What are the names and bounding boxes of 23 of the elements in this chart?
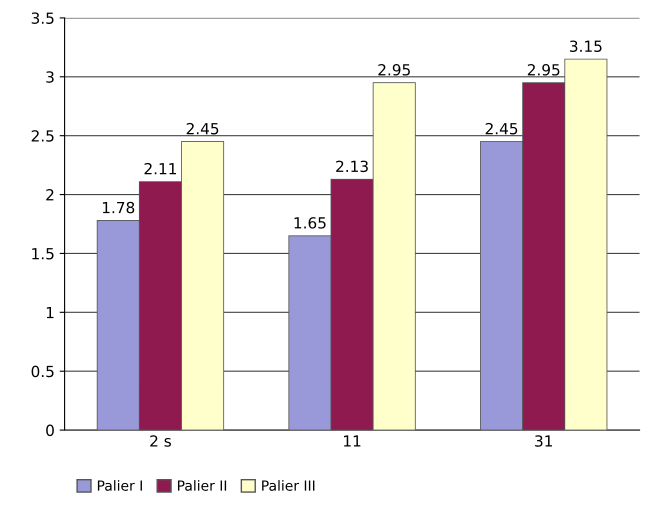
data-label: 2.13 (336, 160, 368, 172)
legend-label: Palier II (178, 480, 226, 491)
y-tick-label: 0 (46, 424, 54, 436)
y-tick-label: 2 (46, 189, 54, 200)
data-label: 3.15 (570, 40, 602, 52)
x-tick-label: 11 (344, 435, 360, 447)
data-label: 1.65 (294, 217, 326, 229)
y-tick-label: 1 (46, 306, 54, 318)
legend-label: Palier I (98, 480, 142, 491)
data-label: 2.95 (378, 64, 410, 76)
data-label: 2.11 (144, 162, 176, 174)
y-tick-label: 0.5 (32, 366, 54, 378)
data-label: 2.95 (528, 64, 560, 76)
y-tick-label: 2.5 (32, 130, 54, 142)
y-tick-label: 1.5 (32, 248, 54, 260)
data-label: 2.45 (186, 122, 218, 134)
y-tick-label: 3 (46, 71, 54, 83)
legend-label: Palier III (262, 480, 314, 491)
x-tick-label: 31 (535, 435, 552, 447)
data-label: 2.45 (486, 122, 518, 134)
data-label: 1.78 (102, 202, 134, 214)
x-tick-label: 2 s (150, 435, 171, 447)
y-tick-label: 3.5 (32, 12, 54, 24)
